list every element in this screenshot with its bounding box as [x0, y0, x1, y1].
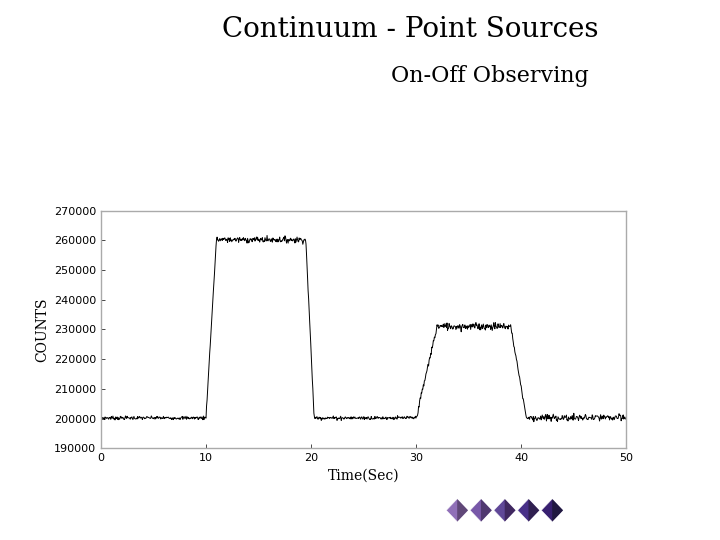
- Text: Continuum - Point Sources: Continuum - Point Sources: [222, 16, 598, 43]
- Text: On-Off Observing: On-Off Observing: [391, 65, 588, 87]
- Y-axis label: COUNTS: COUNTS: [35, 297, 50, 362]
- X-axis label: Time(Sec): Time(Sec): [328, 469, 400, 483]
